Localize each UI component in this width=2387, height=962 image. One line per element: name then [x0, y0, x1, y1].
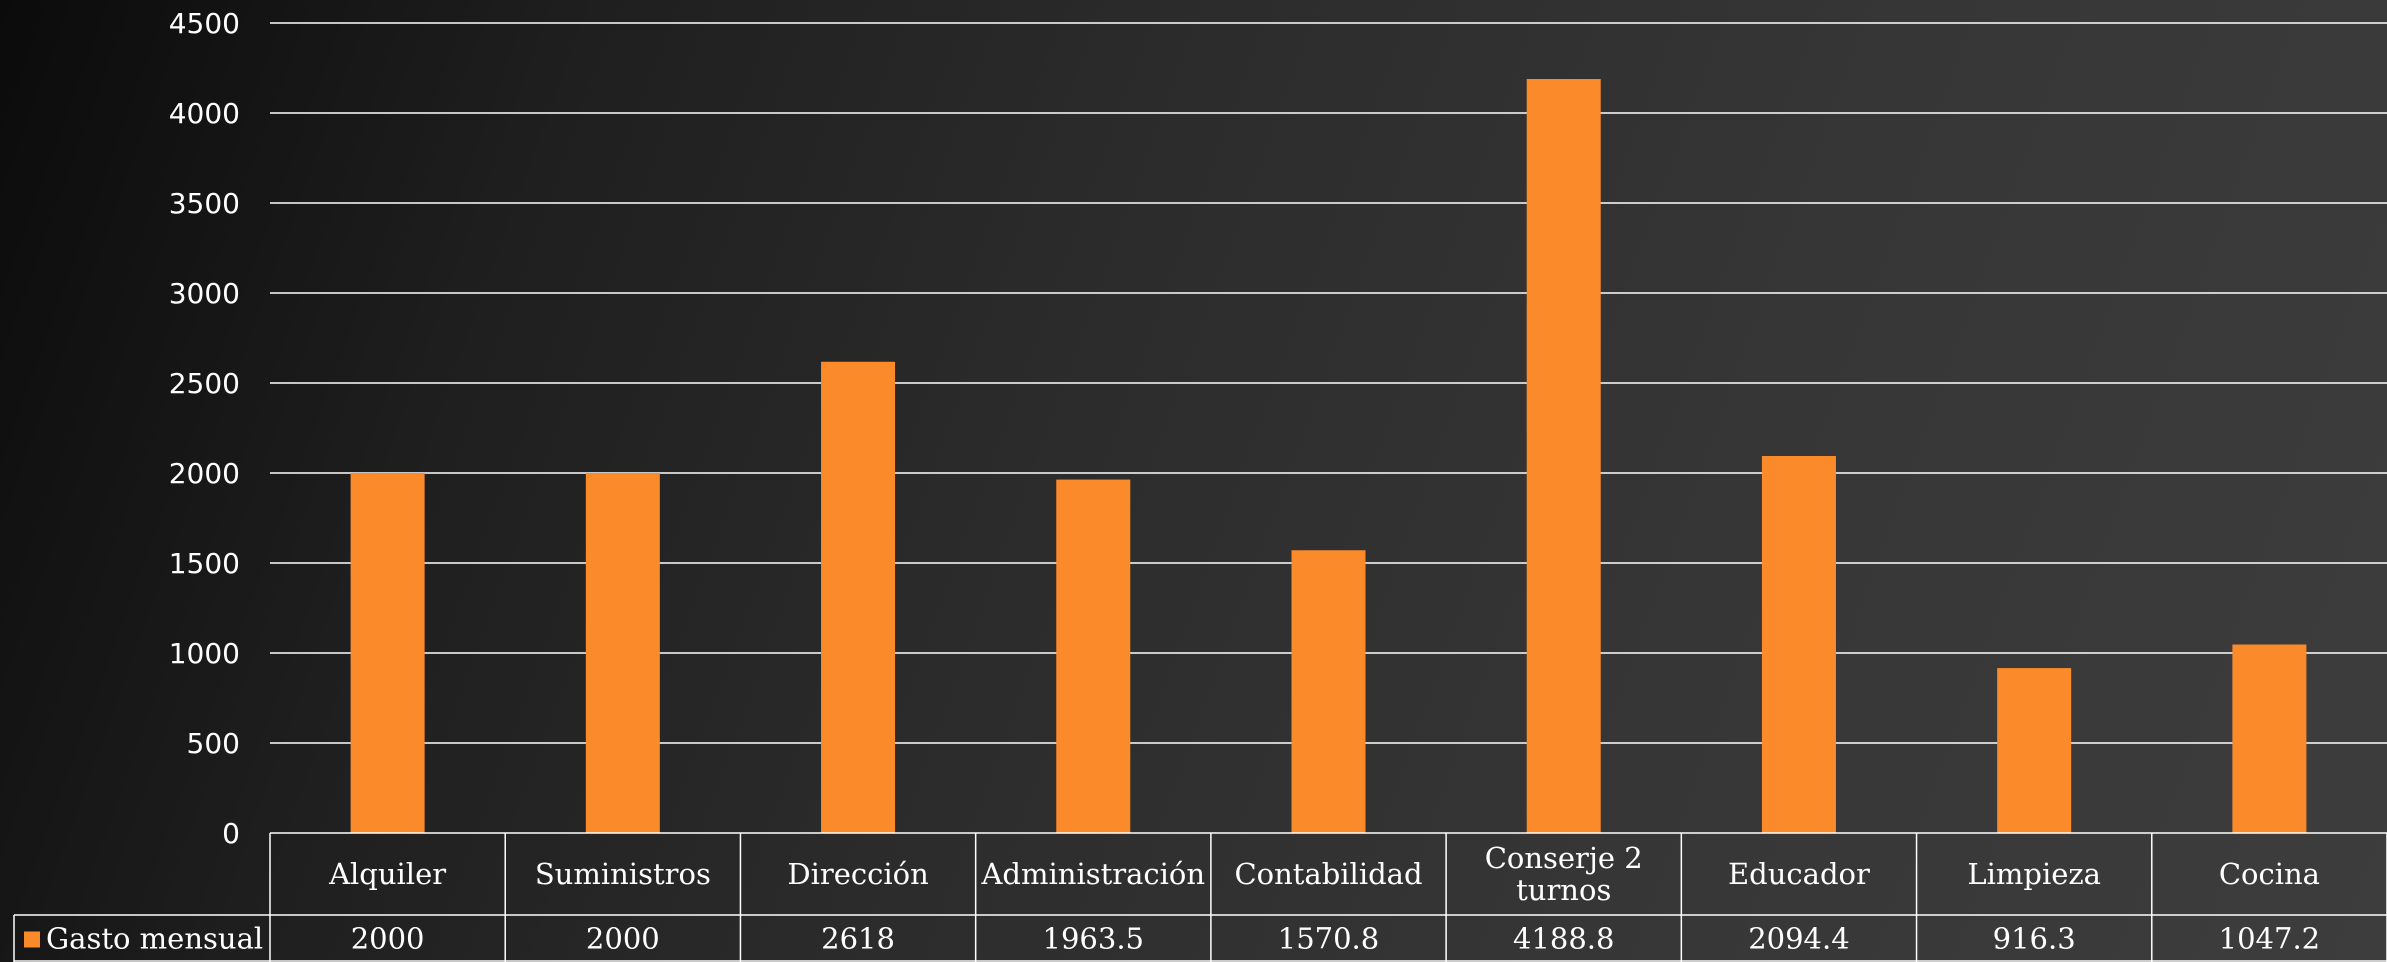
- legend-label: Gasto mensual: [46, 922, 263, 956]
- bar: [1056, 479, 1131, 833]
- value-labels: 2000 2000 2618 1963.5 1570.8 4188.8 2094.4 916.…: [351, 922, 2320, 956]
- y-tick-label: 4500: [169, 7, 240, 40]
- bar: [585, 473, 660, 833]
- bar: [821, 361, 896, 833]
- data-table-value: 2094.4: [1748, 922, 1849, 956]
- category-label-line: turnos: [1516, 873, 1611, 907]
- data-table-value: 1570.8: [1278, 922, 1379, 956]
- data-table: [13, 832, 2387, 962]
- y-tick-label: 3000: [169, 277, 240, 310]
- category-labels: Alquiler Suministros Dirección Administraci…: [328, 841, 2320, 907]
- y-tick-label: 2000: [169, 457, 240, 490]
- category-label-line: Contabilidad: [1234, 857, 1422, 891]
- category-label-line: Suministros: [535, 857, 711, 891]
- category-label-line: Conserje 2: [1485, 841, 1643, 875]
- legend: Gasto mensual: [24, 922, 263, 956]
- y-tick-label: 1000: [169, 637, 240, 670]
- category-label-line: Limpieza: [1967, 857, 2101, 891]
- category-label-line: Educador: [1728, 857, 1870, 891]
- category-label: Contabilidad: [1234, 857, 1422, 891]
- data-table-value: 4188.8: [1513, 922, 1614, 956]
- category-label-line: Cocina: [2219, 857, 2320, 891]
- bar: [1997, 668, 2072, 833]
- bar: [1761, 456, 1836, 833]
- y-tick-label: 3500: [169, 187, 240, 220]
- category-label: Dirección: [787, 857, 928, 891]
- category-label-line: Alquiler: [328, 857, 446, 891]
- category-label-line: Dirección: [787, 857, 928, 891]
- category-label: Suministros: [535, 857, 711, 891]
- category-label: Cocina: [2219, 857, 2320, 891]
- y-tick-label: 2500: [169, 367, 240, 400]
- data-table-value: 2618: [821, 922, 895, 956]
- data-table-value: 1047.2: [2219, 922, 2320, 956]
- bar: [1291, 550, 1366, 833]
- bar: [1526, 79, 1601, 834]
- bar: [350, 473, 425, 833]
- y-tick-label: 4000: [169, 97, 240, 130]
- y-tick-label: 500: [187, 727, 240, 760]
- category-label: Administración: [980, 857, 1205, 891]
- category-label: Limpieza: [1967, 857, 2101, 891]
- data-table-value: 2000: [586, 922, 660, 956]
- data-table-value: 2000: [351, 922, 425, 956]
- bars: [350, 79, 2307, 834]
- y-tick-label: 0: [222, 817, 240, 850]
- category-label-line: Administración: [980, 857, 1205, 891]
- category-label: Educador: [1728, 857, 1870, 891]
- bar: [2232, 644, 2307, 833]
- category-label: Alquiler: [328, 857, 446, 891]
- category-label: Conserje 2 turnos: [1485, 841, 1643, 907]
- legend-swatch: [24, 931, 40, 948]
- y-axis-ticks: 0 500 1000 1500 2000 2500 3000 3500 4000 4500: [169, 7, 240, 850]
- data-table-value: 1963.5: [1043, 922, 1144, 956]
- y-tick-label: 1500: [169, 547, 240, 580]
- data-table-value: 916.3: [1993, 922, 2076, 956]
